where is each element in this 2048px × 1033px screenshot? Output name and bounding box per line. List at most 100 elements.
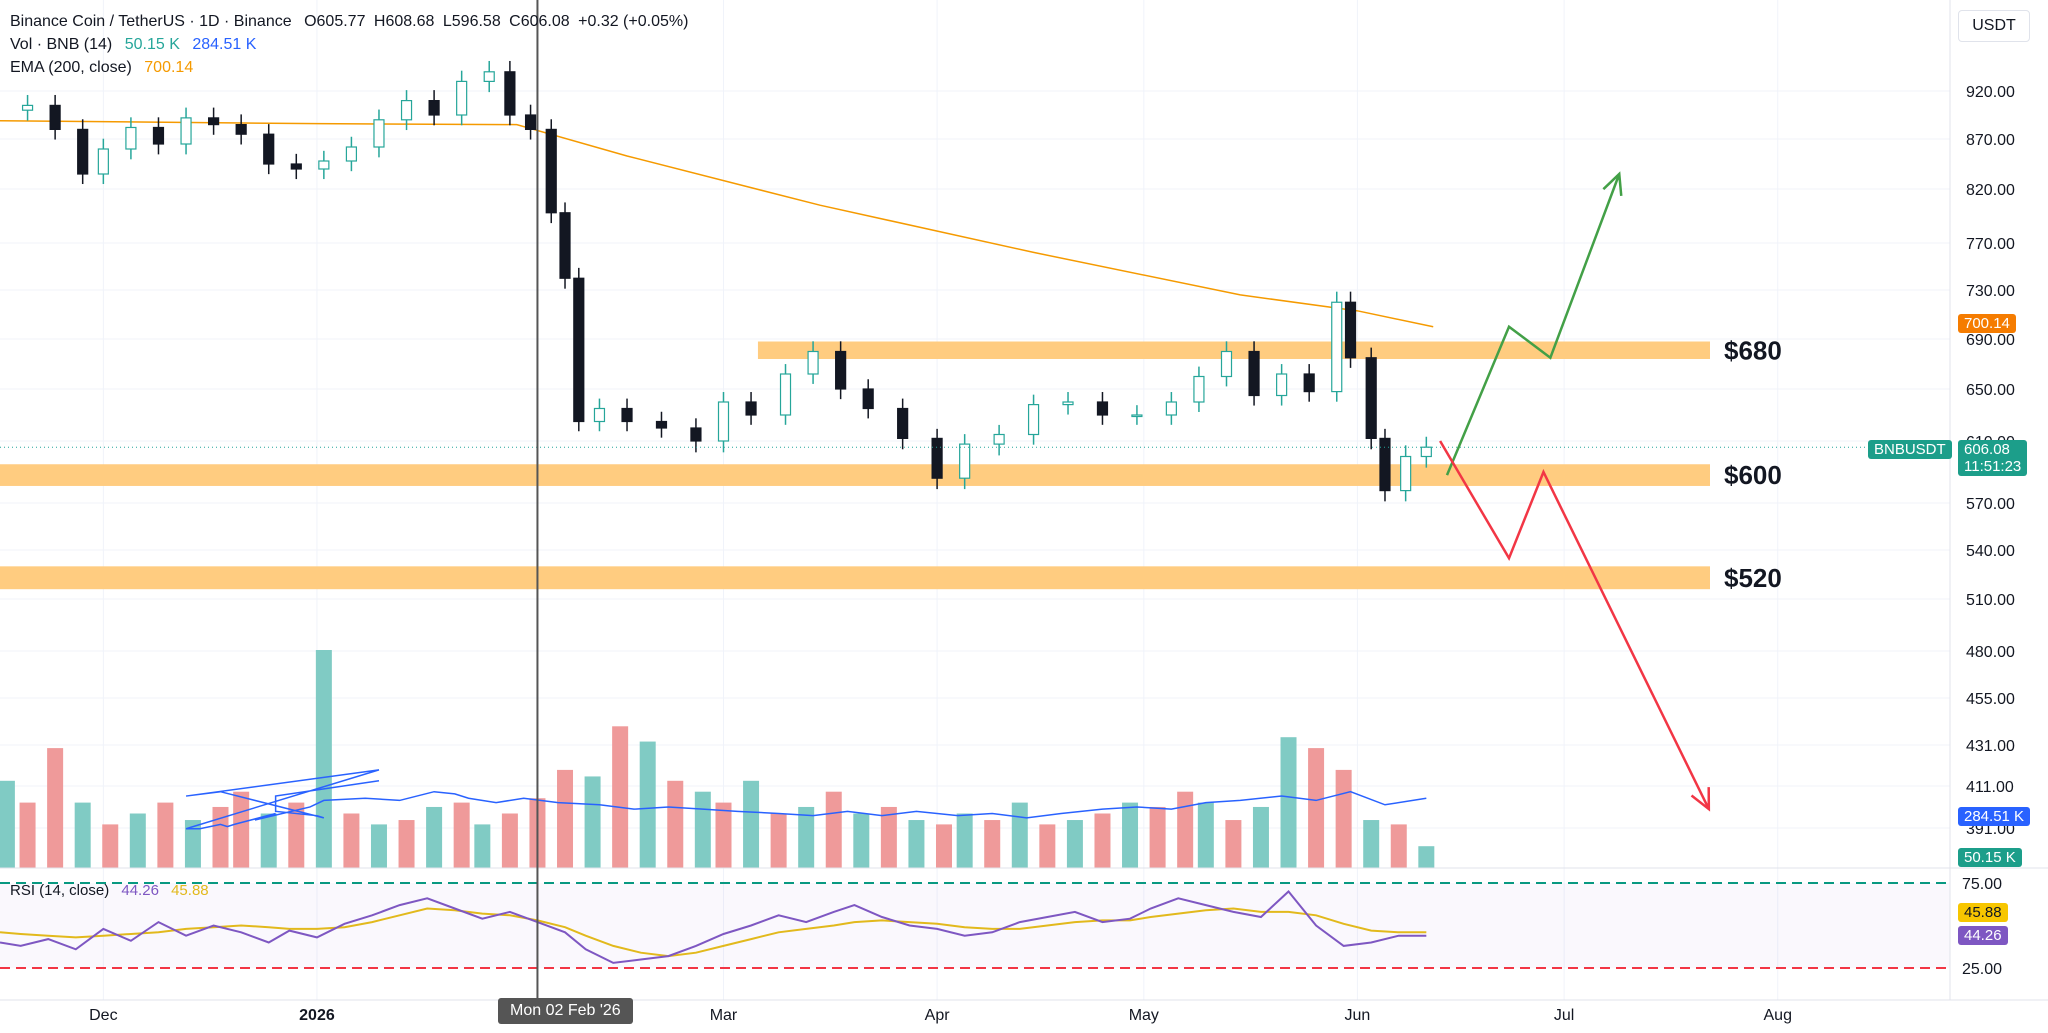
ema-label: EMA (200, close) (10, 59, 132, 76)
volume-bar (694, 791, 711, 868)
price-tick-label: 730.00 (1966, 283, 2015, 300)
volume-bar (584, 776, 601, 868)
time-axis[interactable]: Dec 2026 Mar Apr May Jun Jul Aug (0, 999, 2048, 1024)
candle-body (21, 104, 34, 111)
price-axis[interactable]: 920.00 870.00 820.00 770.00 730.00 690.00 650.… (1949, 0, 2015, 1000)
volume-bar (398, 820, 415, 868)
bar-countdown: 11:51:23 (1964, 458, 2022, 475)
candle-body (1220, 350, 1233, 378)
candle-body (456, 80, 468, 116)
volume-bar (370, 824, 387, 868)
symbol-title: Binance Coin / TetherUS · 1D · Binance (10, 13, 292, 30)
volume-bar (453, 802, 470, 868)
rsi-pane: 75.00 25.00 (0, 867, 2048, 978)
volume-bar (557, 769, 574, 868)
price-tick-label: 820.00 (1966, 182, 2015, 199)
volume-bar (1177, 791, 1194, 868)
volume-bar (1252, 806, 1269, 868)
currency-unit-button[interactable]: USDT (1958, 10, 2030, 42)
rsi-tag: 44.26 (1958, 926, 2008, 945)
candle-body (1165, 401, 1177, 416)
candle-body (125, 126, 137, 150)
zone-680 (757, 341, 1710, 359)
ohlc-open: O605.77 (304, 13, 366, 30)
price-tick-label: 510.00 (1966, 592, 2015, 609)
time-tick-label: Jul (1554, 1007, 1574, 1024)
volume-value: 50.15 K (124, 36, 180, 53)
candlesticks (0, 60, 1950, 502)
zone-label-520: $520 (1724, 563, 1782, 593)
volume-bar (715, 802, 732, 868)
rsi-legend: RSI (14, close) 44.26 45.88 (10, 880, 217, 902)
volume-bar (1363, 820, 1380, 868)
rsi-value: 44.26 (121, 882, 159, 899)
ema-200-line (0, 120, 1434, 328)
volume-bar (1308, 748, 1325, 868)
volume-bar (474, 824, 491, 868)
candle-body (862, 388, 874, 410)
price-tick-label: 431.00 (1966, 738, 2015, 755)
volume-bar (825, 791, 842, 868)
volume-bar (1280, 737, 1297, 868)
candle-body (152, 126, 165, 145)
volume-bar (908, 820, 925, 868)
volume-legend: Vol · BNB (14) 50.15 K 284.51 K (10, 34, 264, 56)
candle-body (400, 99, 413, 121)
candle-body (573, 277, 585, 423)
volume-bar (1197, 802, 1214, 868)
price-tick-label: 690.00 (1966, 332, 2015, 349)
rsi-level-label: 75.00 (1962, 876, 2002, 893)
volume-bar (19, 802, 36, 868)
candle-body (745, 401, 757, 416)
volume-ma-value: 284.51 K (192, 36, 257, 53)
rsi-band (0, 883, 1950, 968)
volume-bar (1094, 813, 1111, 868)
candle-body (931, 437, 943, 479)
ohlc-low: L596.58 (442, 13, 501, 30)
volume-bar (1335, 769, 1352, 868)
ema-value: 700.14 (144, 59, 194, 76)
candle-body (1365, 357, 1377, 440)
candle-body (807, 350, 819, 375)
candle-body (97, 148, 109, 175)
volume-bar (102, 824, 119, 868)
candle-body (1276, 373, 1288, 397)
candle-body (180, 117, 192, 145)
volume-bar (935, 824, 952, 868)
volume-bar (157, 802, 174, 868)
volume-bar (1418, 846, 1435, 868)
candle-body (483, 71, 495, 83)
candle-body (621, 407, 633, 423)
rsi-ma-tag: 45.88 (1958, 903, 2008, 922)
candle-body (897, 407, 909, 439)
volume-ma-tag: 284.51 K (1958, 807, 2031, 826)
volume-bar (288, 802, 305, 868)
ohlc-change: +0.32 (+0.05%) (578, 13, 689, 30)
volume-label: Vol · BNB (14) (10, 36, 113, 53)
price-tick-label: 411.00 (1966, 779, 2014, 796)
candle-body (263, 133, 275, 165)
bearish-scenario-arrow-head (1690, 787, 1711, 812)
volume-bar (1039, 824, 1056, 868)
volume-ma-line (185, 769, 1427, 830)
candle-body (1331, 301, 1343, 393)
candle-body (1248, 350, 1260, 397)
candle-body (1027, 404, 1040, 436)
volume-bar (853, 813, 870, 868)
price-tick-label: 480.00 (1966, 644, 2015, 661)
volume-bar (315, 650, 332, 868)
time-tick-label: Jun (1345, 1007, 1371, 1024)
symbol-price-tag: BNBUSDT (1868, 440, 1952, 459)
volume-tag: 50.15 K (1958, 848, 2022, 867)
volume-bar (343, 813, 360, 868)
rsi-label: RSI (14, close) (10, 882, 110, 899)
price-tick-label: 870.00 (1966, 132, 2015, 149)
volume-bar (129, 813, 146, 868)
candle-body (690, 427, 702, 442)
volume-bar (1066, 820, 1083, 868)
price-tick-label: 570.00 (1966, 496, 2015, 513)
candle-body (428, 99, 440, 116)
rsi-line (0, 890, 1427, 964)
candle-body (1400, 455, 1412, 492)
